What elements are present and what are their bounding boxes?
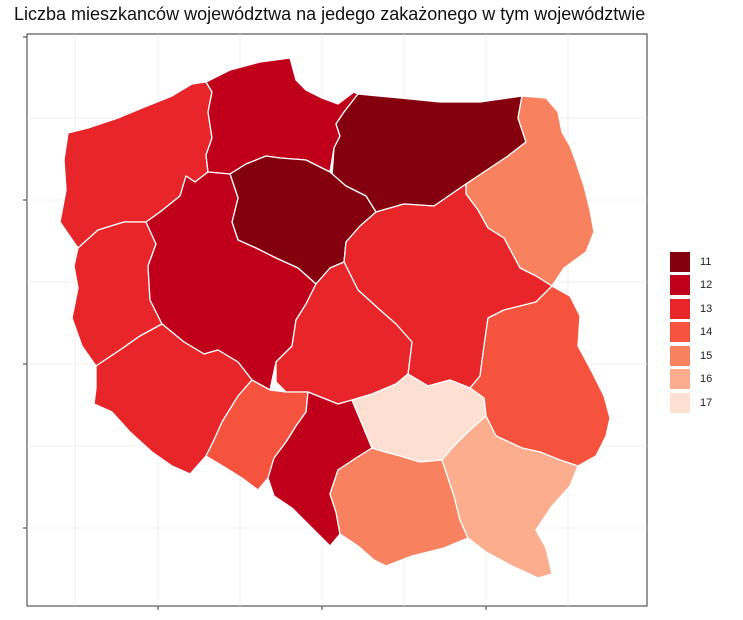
region-malopolskie xyxy=(329,447,469,567)
legend-item: 12 xyxy=(670,274,712,298)
legend-item: 13 xyxy=(670,297,712,321)
region-podkarpackie xyxy=(441,415,579,579)
legend-swatch xyxy=(670,251,690,272)
legend-label: 14 xyxy=(700,326,713,339)
legend: 11 12 13 14 15 16 17 xyxy=(670,250,712,415)
axis-ticks xyxy=(23,36,487,610)
legend-label: 13 xyxy=(700,302,713,315)
legend-label: 16 xyxy=(700,373,713,386)
legend-item: 11 xyxy=(670,250,712,274)
legend-label: 17 xyxy=(700,396,713,409)
legend-label: 15 xyxy=(700,349,713,362)
legend-swatch xyxy=(670,322,690,343)
legend-label: 11 xyxy=(700,255,712,268)
legend-swatch xyxy=(670,345,690,366)
legend-item: 14 xyxy=(670,321,712,345)
legend-swatch xyxy=(670,275,690,296)
legend-swatch xyxy=(670,298,690,319)
legend-item: 16 xyxy=(670,368,712,392)
legend-swatch xyxy=(670,392,690,413)
legend-item: 17 xyxy=(670,391,712,415)
legend-swatch xyxy=(670,369,690,390)
legend-label: 12 xyxy=(700,279,713,292)
map-title: Liczba mieszkanców województwa na jedego… xyxy=(14,4,646,24)
legend-item: 15 xyxy=(670,344,712,368)
